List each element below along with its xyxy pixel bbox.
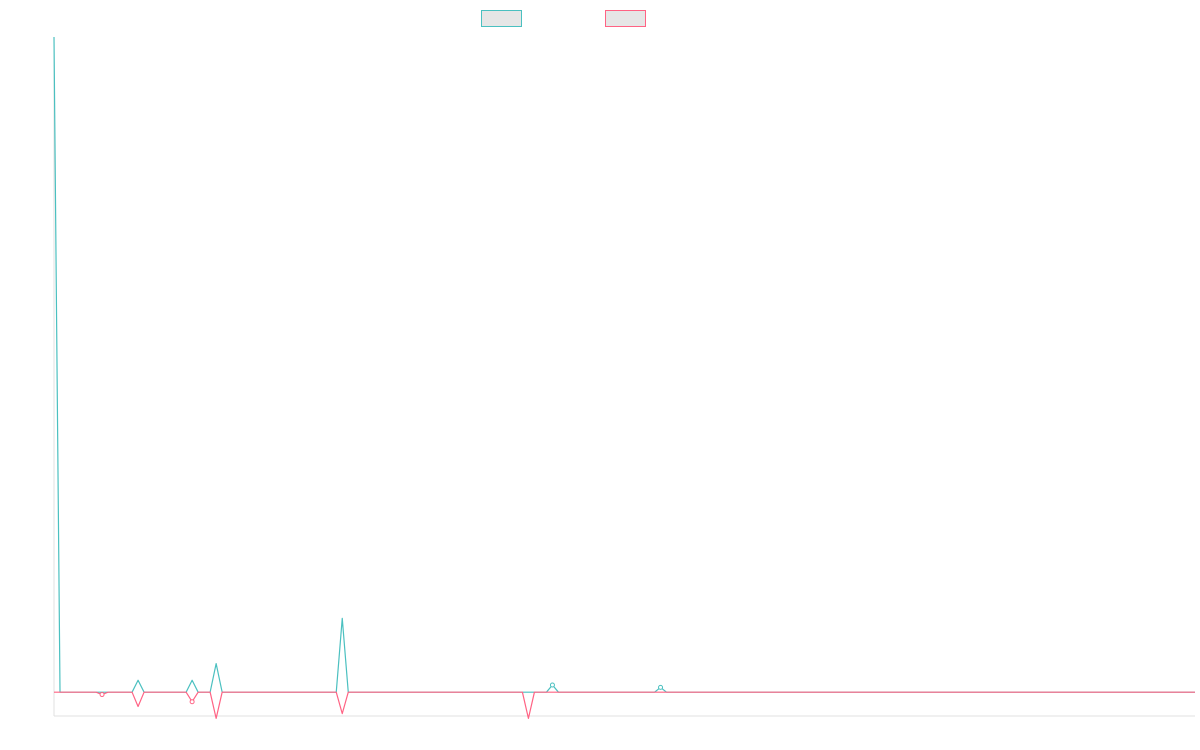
- legend-swatch-1: [481, 10, 522, 27]
- series-1-point: [549, 682, 555, 688]
- series-2-point: [189, 699, 195, 705]
- legend-swatch-2: [605, 10, 646, 27]
- series-line-1: [53, 36, 1195, 693]
- series-1-point: [658, 684, 664, 690]
- series-line-2: [54, 691, 1195, 719]
- series-2-point: [99, 692, 105, 698]
